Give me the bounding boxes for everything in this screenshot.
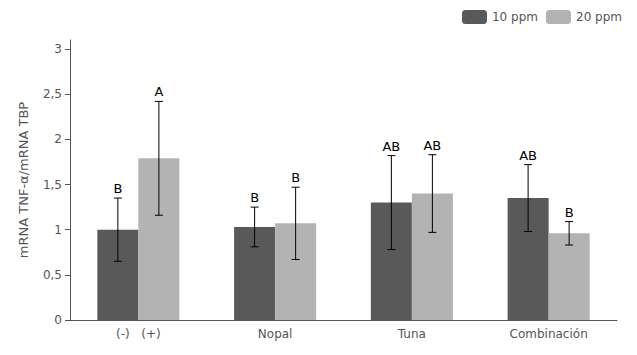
svg-text:AB: AB	[382, 139, 400, 154]
svg-text:B: B	[291, 170, 300, 185]
svg-text:1: 1	[54, 223, 62, 237]
svg-text:B: B	[565, 205, 574, 220]
svg-text:(-) (+): (-) (+)	[116, 327, 161, 341]
svg-text:1,5: 1,5	[43, 178, 62, 192]
svg-text:2: 2	[54, 132, 62, 146]
svg-text:10 ppm: 10 ppm	[492, 10, 538, 24]
svg-text:3: 3	[54, 42, 62, 56]
svg-text:AB: AB	[423, 138, 441, 153]
svg-text:AB: AB	[519, 148, 537, 163]
svg-text:Combinación: Combinación	[510, 327, 588, 341]
svg-text:mRNA TNF-α/mRNA TBP: mRNA TNF-α/mRNA TBP	[16, 102, 31, 259]
svg-text:20 ppm: 20 ppm	[576, 10, 622, 24]
svg-text:0,5: 0,5	[43, 268, 62, 282]
svg-text:2,5: 2,5	[43, 87, 62, 101]
svg-text:A: A	[154, 84, 163, 99]
svg-text:B: B	[113, 181, 122, 196]
svg-text:0: 0	[54, 313, 62, 327]
svg-text:Tuna: Tuna	[397, 327, 426, 341]
svg-text:B: B	[250, 190, 259, 205]
svg-text:Nopal: Nopal	[258, 327, 293, 341]
